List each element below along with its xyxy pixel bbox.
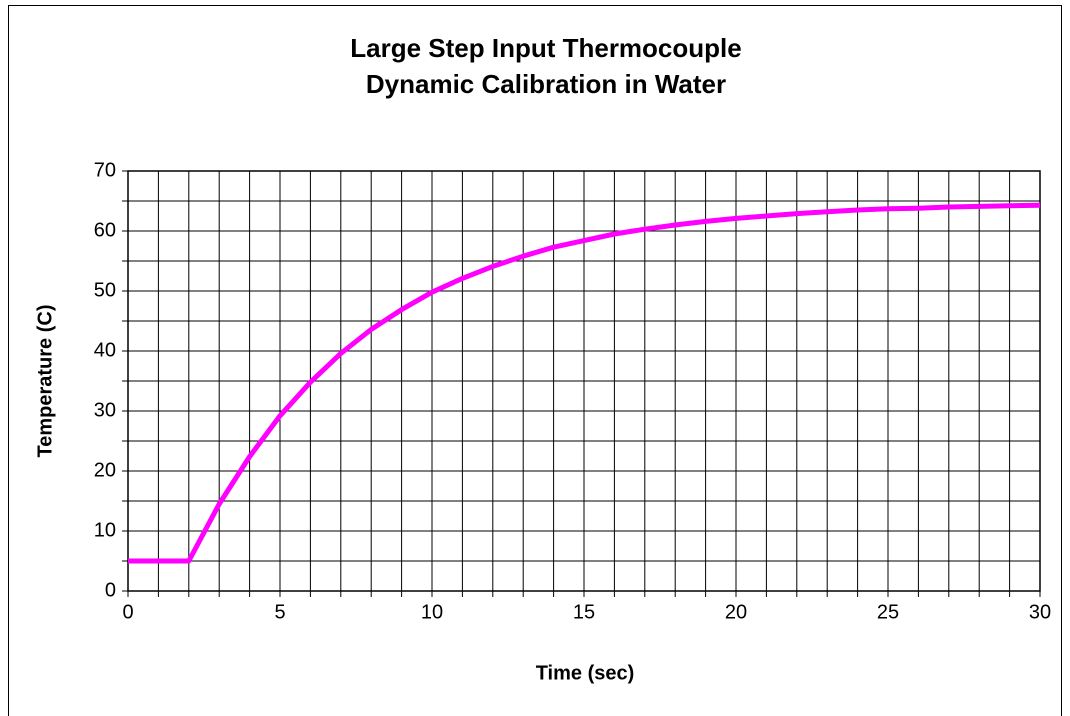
x-tick-label: 5: [274, 601, 285, 623]
x-tick-label: 20: [725, 601, 747, 623]
y-axis-label: Temperature (C): [34, 305, 56, 458]
x-axis-label: Time (sec): [536, 662, 635, 684]
x-tick-label: 0: [122, 601, 133, 623]
y-tick-label: 0: [105, 579, 116, 601]
x-tick-label: 25: [877, 601, 899, 623]
y-tick-label: 10: [94, 519, 116, 541]
x-tick-label: 15: [573, 601, 595, 623]
y-tick-label: 30: [94, 399, 116, 421]
x-tick-label: 10: [421, 601, 443, 623]
chart-title: Large Step Input Thermocouple: [350, 33, 741, 63]
chart-frame: [8, 5, 1062, 716]
y-tick-label: 70: [94, 159, 116, 181]
x-tick-label: 30: [1029, 601, 1051, 623]
data-line: [128, 202, 1041, 564]
y-tick-label: 50: [94, 279, 116, 301]
y-tick-label: 20: [94, 459, 116, 481]
y-tick-label: 40: [94, 339, 116, 361]
chart-title: Dynamic Calibration in Water: [366, 69, 726, 99]
plot-frame: [127, 170, 1041, 592]
y-tick-label: 60: [94, 219, 116, 241]
